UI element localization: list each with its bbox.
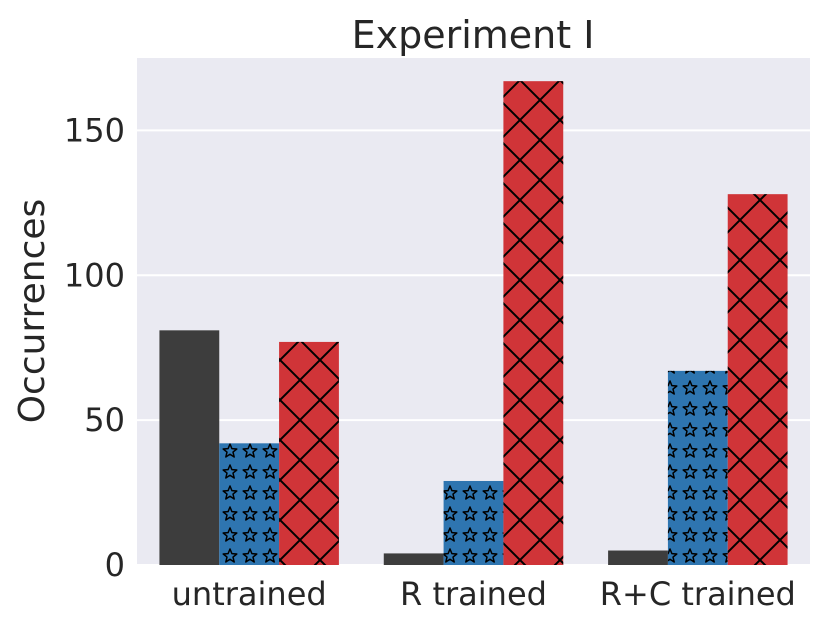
bars [159,81,788,566]
y-axis-ticks: 0 50 100 150 [64,111,125,584]
x-tick-label: R trained [400,575,547,613]
x-tick-label: untrained [172,575,327,613]
y-tick-label: 100 [64,256,125,294]
x-tick-label: R+C trained [600,575,796,613]
bar-hatch-stars [219,443,280,565]
bar-hatch-crosshatch [503,81,564,566]
bar-series-1-untrained [159,330,220,565]
bar-hatch-crosshatch [727,194,788,565]
bar-hatch-crosshatch [279,341,339,565]
bar-hatch-stars [443,480,504,565]
y-tick-label: 150 [64,111,125,149]
bar-series-1-r-trained [383,553,444,565]
bar-hatch-stars [667,370,728,565]
y-tick-label: 50 [84,401,125,439]
bar-series-1-r-c-trained [608,550,668,565]
y-axis-label: Occurrences [12,199,53,424]
chart-title: Experiment I [352,13,595,57]
y-tick-label: 0 [105,546,125,584]
x-axis-ticks: untrained R trained R+C trained [172,575,796,613]
